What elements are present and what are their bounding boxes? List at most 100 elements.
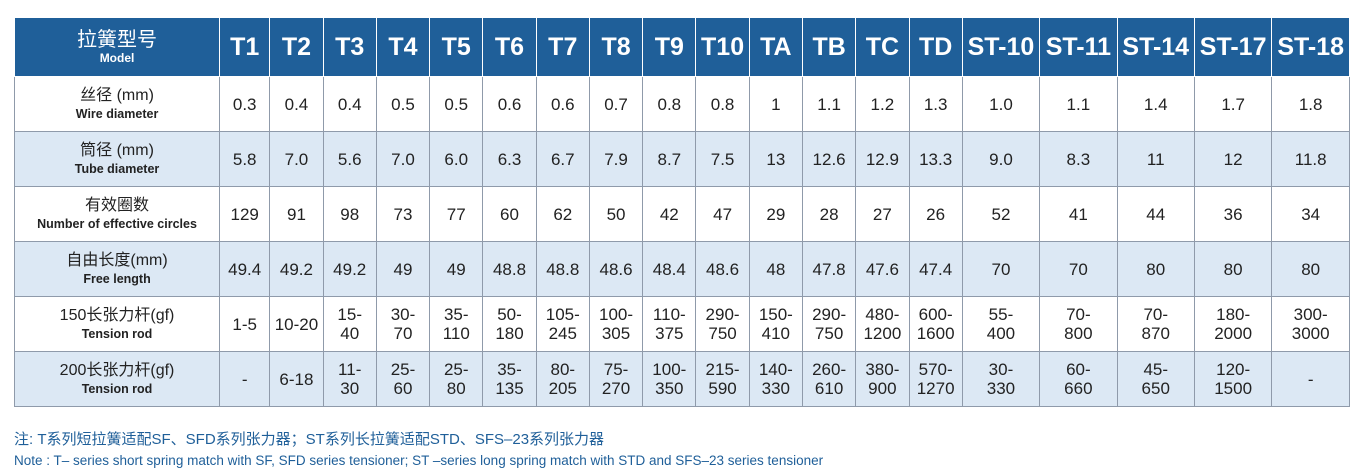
- cell-value: 1: [771, 94, 781, 114]
- model-label-en: Model: [99, 51, 135, 65]
- table-cell: 70: [961, 241, 1041, 297]
- cell-value: 1.0: [989, 94, 1013, 114]
- table-cell: 35- 110: [429, 296, 484, 352]
- table-cell: 13.3: [908, 131, 963, 187]
- table-cell: 380- 900: [855, 351, 910, 407]
- cell-value: 0.3: [232, 94, 257, 114]
- cell-value: 6.0: [444, 149, 469, 169]
- table-cell: 105- 245: [535, 296, 590, 352]
- table-cell: 26: [908, 186, 963, 242]
- cell-value: 49: [393, 259, 413, 279]
- cell-value: 70- 800: [1064, 305, 1093, 343]
- cell-value: 30- 70: [390, 305, 416, 343]
- table-cell: 0.6: [482, 76, 537, 132]
- table-cell: 0.8: [695, 76, 750, 132]
- row-label-en: Tube diameter: [74, 162, 160, 176]
- table-cell: 70: [1039, 241, 1118, 297]
- table-cell: 47.6: [855, 241, 910, 297]
- cell-value: 15- 40: [337, 305, 362, 343]
- table-cell: 12.6: [801, 131, 857, 187]
- cell-value: 13: [766, 149, 786, 169]
- cell-value: 150- 410: [758, 305, 793, 343]
- row-label-en: Tension rod: [81, 327, 153, 341]
- cell-value: 34: [1301, 204, 1321, 224]
- cell-value: 27: [872, 204, 892, 224]
- cell-value: 47: [713, 204, 733, 224]
- cell-value: 35- 110: [442, 305, 470, 343]
- table-cell: 80: [1193, 241, 1273, 297]
- table-cell: 48.8: [482, 241, 537, 297]
- table-cell: 47.8: [801, 241, 857, 297]
- cell-value: 45- 650: [1141, 360, 1170, 398]
- cell-value: 70: [991, 259, 1011, 279]
- table-cell: 300- 3000: [1271, 296, 1350, 352]
- table-cell: 1-5: [219, 296, 271, 352]
- table-cell: 1.8: [1271, 76, 1350, 132]
- table-cell: 47: [695, 186, 750, 242]
- cell-value: 105- 245: [545, 305, 580, 343]
- cell-value: 44: [1146, 204, 1166, 224]
- cell-value: 129: [230, 204, 259, 224]
- table-cell: 100- 305: [588, 296, 644, 352]
- table-row: 有效圈数 Number of effective circles 129 91 98 73…: [13, 186, 1350, 242]
- table-cell: 45- 650: [1116, 351, 1195, 407]
- row-label-cn: 丝径 (mm): [80, 87, 154, 104]
- model-header-t5: T5: [429, 17, 484, 77]
- cell-value: 380- 900: [865, 360, 900, 398]
- table-cell: 0.3: [219, 76, 271, 132]
- row-label-cell: 筒径 (mm) Tube diameter: [13, 131, 221, 187]
- cell-value: 12.9: [865, 149, 899, 169]
- cell-value: 80: [1146, 259, 1166, 279]
- table-cell: 49.2: [322, 241, 377, 297]
- table-cell: 80: [1116, 241, 1195, 297]
- model-header-t8: T8: [588, 17, 644, 77]
- model-header-t10: T10: [695, 17, 750, 77]
- cell-value: 8.3: [1066, 149, 1091, 169]
- table-body: 丝径 (mm) Wire diameter 0.3 0.4 0.4 0.5 0.5 0.6 0.…: [13, 76, 1350, 407]
- cell-value: 7.9: [604, 149, 628, 169]
- cell-value: 5.8: [232, 149, 257, 169]
- cell-value: 0.6: [497, 94, 522, 114]
- cell-value: 62: [553, 204, 573, 224]
- cell-value: 60- 660: [1064, 360, 1093, 398]
- table-cell: 11.8: [1271, 131, 1350, 187]
- table-cell: 10-20: [269, 296, 324, 352]
- cell-value: 1.1: [817, 94, 841, 114]
- cell-value: 41: [1068, 204, 1088, 224]
- cell-value: 91: [286, 204, 306, 224]
- table-cell: 129: [219, 186, 271, 242]
- model-header-ta: TA: [748, 17, 803, 77]
- model-header-st-10: ST-10: [961, 17, 1041, 77]
- model-header-tb: TB: [801, 17, 857, 77]
- cell-value: 0.5: [444, 94, 469, 114]
- cell-value: 1.1: [1066, 94, 1091, 114]
- cell-value: 13.3: [919, 149, 953, 169]
- cell-value: 6.7: [550, 149, 575, 169]
- table-cell: 49.2: [269, 241, 324, 297]
- note-chinese: 注: T系列短拉簧适配SF、SFD系列张力器；ST系列长拉簧适配STD、SFS–…: [14, 431, 605, 448]
- cell-value: 48.4: [652, 259, 686, 279]
- header-row: 拉簧型号 Model T1 T2 T3 T4 T5 T6 T7 T8 T9 T10 TA TB TC TD…: [13, 17, 1350, 77]
- cell-value: 1.2: [870, 94, 895, 114]
- model-header-t4: T4: [375, 17, 431, 77]
- row-label-cell: 150长张力杆(gf) Tension rod: [13, 296, 221, 352]
- row-label-en: Wire diameter: [75, 107, 159, 121]
- cell-value: 42: [659, 204, 679, 224]
- cell-value: 80: [1223, 259, 1243, 279]
- cell-value: 6.3: [497, 149, 522, 169]
- table-cell: 7.9: [588, 131, 644, 187]
- cell-value: 48.8: [492, 259, 527, 279]
- cell-value: 600- 1600: [916, 305, 955, 343]
- cell-value: 49.2: [333, 259, 367, 279]
- table-cell: 290- 750: [801, 296, 857, 352]
- table-cell: 6-18: [269, 351, 324, 407]
- table-cell: 7.0: [375, 131, 431, 187]
- cell-value: 8.7: [657, 149, 682, 169]
- table-cell: 48: [748, 241, 803, 297]
- cell-value: 75- 270: [601, 360, 631, 398]
- table-cell: 35- 135: [482, 351, 537, 407]
- table-cell: 73: [375, 186, 431, 242]
- cell-value: 7.5: [710, 149, 735, 169]
- cell-value: 9.0: [989, 149, 1013, 169]
- cell-value: 49.2: [279, 259, 313, 279]
